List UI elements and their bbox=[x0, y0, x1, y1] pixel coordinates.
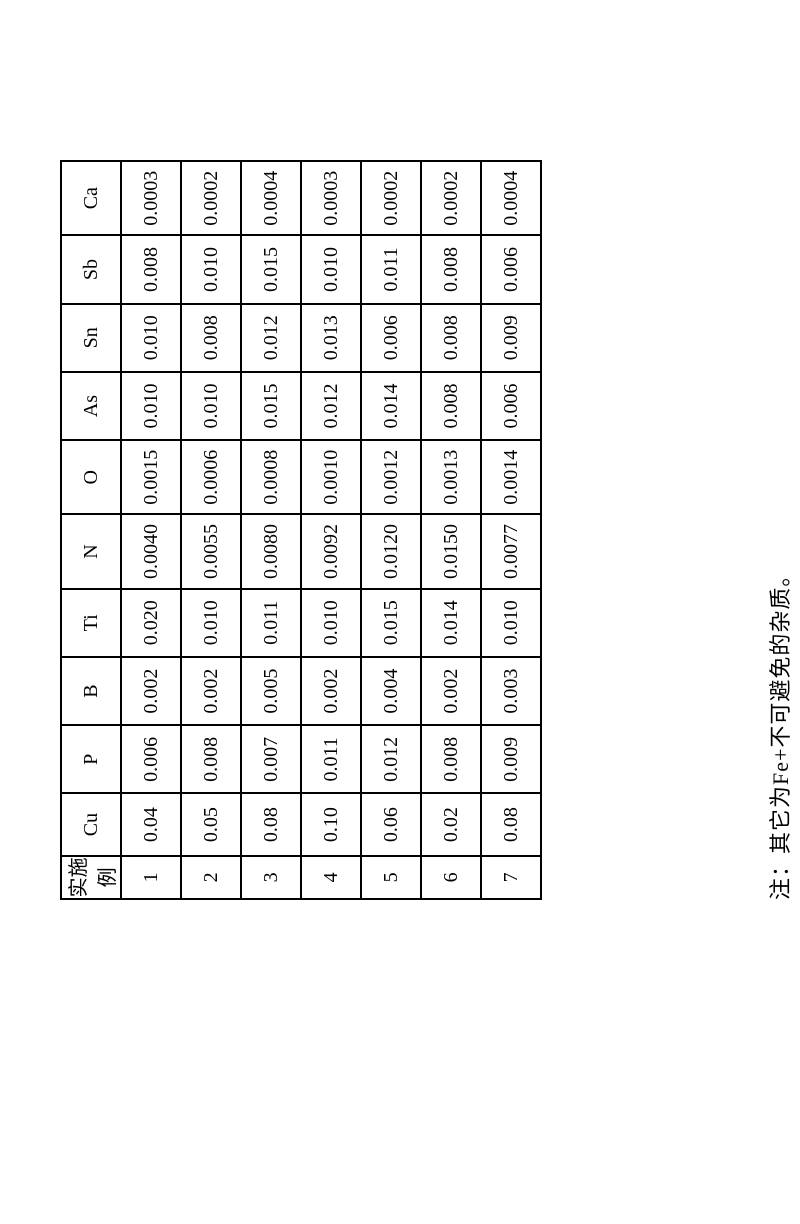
cell: 0.003 bbox=[481, 657, 541, 725]
cell: 0.006 bbox=[121, 725, 181, 793]
cell: 0.012 bbox=[301, 372, 361, 440]
cell: 0.05 bbox=[181, 793, 241, 855]
row-label: 1 bbox=[121, 856, 181, 899]
row-label: 2 bbox=[181, 856, 241, 899]
cell: 0.0002 bbox=[421, 161, 481, 235]
cell: 0.0077 bbox=[481, 514, 541, 588]
cell: 0.015 bbox=[361, 589, 421, 657]
cell: 0.008 bbox=[121, 235, 181, 303]
cell: 0.0004 bbox=[481, 161, 541, 235]
cell: 0.08 bbox=[241, 793, 301, 855]
cell: 0.010 bbox=[181, 372, 241, 440]
cell: 0.0002 bbox=[361, 161, 421, 235]
row-label: 5 bbox=[361, 856, 421, 899]
cell: 0.0120 bbox=[361, 514, 421, 588]
cell: 0.02 bbox=[421, 793, 481, 855]
table-row: 4 0.10 0.011 0.002 0.010 0.0092 0.0010 0… bbox=[301, 161, 361, 899]
col-header-n: N bbox=[61, 514, 121, 588]
row-label: 3 bbox=[241, 856, 301, 899]
cell: 0.006 bbox=[481, 235, 541, 303]
cell: 0.002 bbox=[121, 657, 181, 725]
cell: 0.011 bbox=[301, 725, 361, 793]
col-header-ca: Ca bbox=[61, 161, 121, 235]
col-header-as: As bbox=[61, 372, 121, 440]
row-label: 6 bbox=[421, 856, 481, 899]
cell: 0.0013 bbox=[421, 440, 481, 514]
cell: 0.006 bbox=[361, 304, 421, 372]
cell: 0.0040 bbox=[121, 514, 181, 588]
cell: 0.002 bbox=[181, 657, 241, 725]
cell: 0.011 bbox=[241, 589, 301, 657]
cell: 0.0003 bbox=[121, 161, 181, 235]
cell: 0.0004 bbox=[241, 161, 301, 235]
table-row: 5 0.06 0.012 0.004 0.015 0.0120 0.0012 0… bbox=[361, 161, 421, 899]
cell: 0.0003 bbox=[301, 161, 361, 235]
cell: 0.009 bbox=[481, 304, 541, 372]
col-header-o: O bbox=[61, 440, 121, 514]
table-row: 6 0.02 0.008 0.002 0.014 0.0150 0.0013 0… bbox=[421, 161, 481, 899]
cell: 0.0015 bbox=[121, 440, 181, 514]
cell: 0.008 bbox=[421, 235, 481, 303]
cell: 0.010 bbox=[121, 304, 181, 372]
cell: 0.0002 bbox=[181, 161, 241, 235]
cell: 0.009 bbox=[481, 725, 541, 793]
table-row: 7 0.08 0.009 0.003 0.010 0.0077 0.0014 0… bbox=[481, 161, 541, 899]
cell: 0.008 bbox=[421, 725, 481, 793]
cell: 0.014 bbox=[361, 372, 421, 440]
cell: 0.010 bbox=[181, 235, 241, 303]
cell: 0.008 bbox=[421, 372, 481, 440]
cell: 0.010 bbox=[181, 589, 241, 657]
cell: 0.004 bbox=[361, 657, 421, 725]
cell: 0.008 bbox=[181, 725, 241, 793]
cell: 0.008 bbox=[421, 304, 481, 372]
cell: 0.011 bbox=[361, 235, 421, 303]
cell: 0.0006 bbox=[181, 440, 241, 514]
row-label: 7 bbox=[481, 856, 541, 899]
cell: 0.010 bbox=[121, 372, 181, 440]
cell: 0.010 bbox=[481, 589, 541, 657]
cell: 0.002 bbox=[421, 657, 481, 725]
cell: 0.002 bbox=[301, 657, 361, 725]
cell: 0.0010 bbox=[301, 440, 361, 514]
table-row: 3 0.08 0.007 0.005 0.011 0.0080 0.0008 0… bbox=[241, 161, 301, 899]
cell: 0.10 bbox=[301, 793, 361, 855]
cell: 0.006 bbox=[481, 372, 541, 440]
col-header-sn: Sn bbox=[61, 304, 121, 372]
cell: 0.04 bbox=[121, 793, 181, 855]
composition-table: 实施例 Cu P B Ti N O As Sn Sb Ca 1 0.04 0.0… bbox=[60, 160, 542, 900]
table-header-row: 实施例 Cu P B Ti N O As Sn Sb Ca bbox=[61, 161, 121, 899]
cell: 0.012 bbox=[361, 725, 421, 793]
table-row: 1 0.04 0.006 0.002 0.020 0.0040 0.0015 0… bbox=[121, 161, 181, 899]
col-header-p: P bbox=[61, 725, 121, 793]
col-header-b: B bbox=[61, 657, 121, 725]
cell: 0.012 bbox=[241, 304, 301, 372]
cell: 0.0008 bbox=[241, 440, 301, 514]
cell: 0.020 bbox=[121, 589, 181, 657]
cell: 0.0080 bbox=[241, 514, 301, 588]
cell: 0.06 bbox=[361, 793, 421, 855]
cell: 0.0014 bbox=[481, 440, 541, 514]
footnote-text: 注：其它为Fe+不可避免的杂质。 bbox=[763, 564, 795, 900]
cell: 0.08 bbox=[481, 793, 541, 855]
col-header-example: 实施例 bbox=[61, 856, 121, 899]
cell: 0.010 bbox=[301, 589, 361, 657]
cell: 0.007 bbox=[241, 725, 301, 793]
cell: 0.010 bbox=[301, 235, 361, 303]
cell: 0.0092 bbox=[301, 514, 361, 588]
col-header-cu: Cu bbox=[61, 793, 121, 855]
cell: 0.0055 bbox=[181, 514, 241, 588]
cell: 0.015 bbox=[241, 235, 301, 303]
cell: 0.013 bbox=[301, 304, 361, 372]
col-header-sb: Sb bbox=[61, 235, 121, 303]
cell: 0.005 bbox=[241, 657, 301, 725]
cell: 0.0150 bbox=[421, 514, 481, 588]
cell: 0.008 bbox=[181, 304, 241, 372]
col-header-ti: Ti bbox=[61, 589, 121, 657]
row-label: 4 bbox=[301, 856, 361, 899]
cell: 0.014 bbox=[421, 589, 481, 657]
page: 实施例 Cu P B Ti N O As Sn Sb Ca 1 0.04 0.0… bbox=[0, 0, 800, 1224]
cell: 0.0012 bbox=[361, 440, 421, 514]
cell: 0.015 bbox=[241, 372, 301, 440]
table-row: 2 0.05 0.008 0.002 0.010 0.0055 0.0006 0… bbox=[181, 161, 241, 899]
